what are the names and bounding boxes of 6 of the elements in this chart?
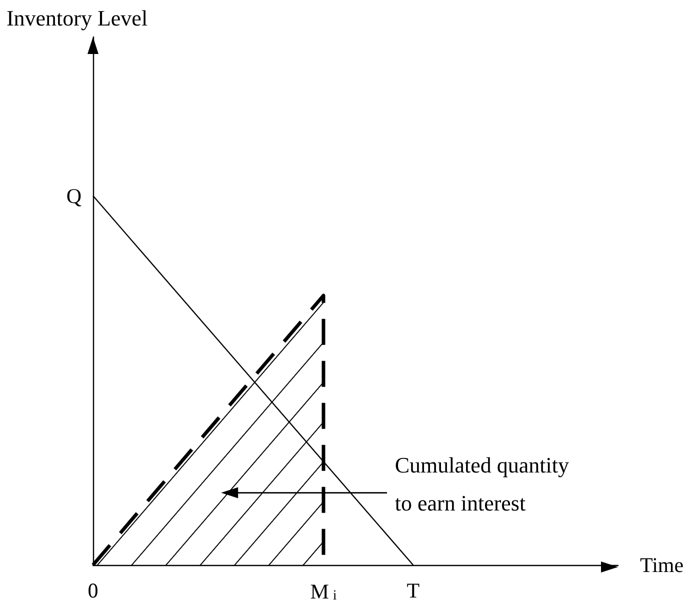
annotation: Cumulated quantity to earn interest xyxy=(394,452,570,516)
x-tick-label: 0 xyxy=(88,578,98,602)
text: Inventory Level xyxy=(6,6,148,30)
annotation: Q xyxy=(66,184,82,208)
x-tick-label: T xyxy=(406,578,420,602)
x-axis-title: Time xyxy=(640,553,684,577)
